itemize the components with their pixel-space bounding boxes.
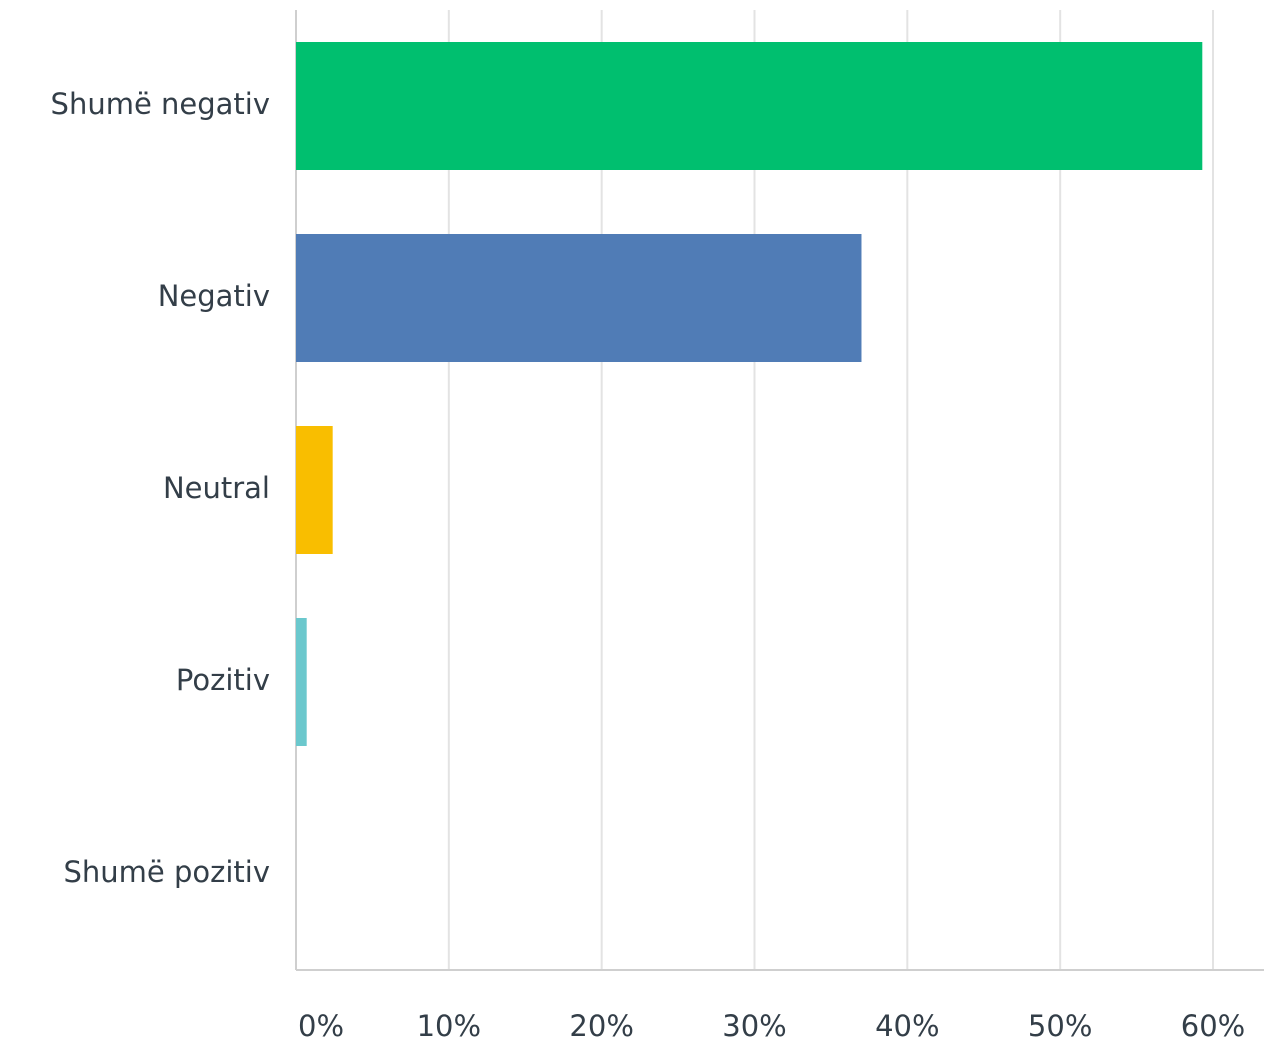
y-tick-label: Shumë negativ (51, 87, 270, 121)
y-tick-label: Pozitiv (176, 663, 270, 697)
x-tick-label: 60% (1181, 1009, 1245, 1043)
bar (296, 426, 333, 554)
y-tick-label: Neutral (163, 471, 270, 505)
bar (296, 42, 1203, 170)
x-tick-label: 20% (569, 1009, 633, 1043)
x-tick-label: 10% (417, 1009, 481, 1043)
x-tick-label: 50% (1028, 1009, 1092, 1043)
x-tick-label: 0% (298, 1009, 344, 1043)
bar (296, 234, 862, 362)
y-tick-label: Shumë pozitiv (64, 855, 271, 889)
y-tick-label: Negativ (158, 279, 270, 313)
x-tick-label: 30% (722, 1009, 786, 1043)
x-tick-label: 40% (875, 1009, 939, 1043)
bar (296, 618, 307, 746)
